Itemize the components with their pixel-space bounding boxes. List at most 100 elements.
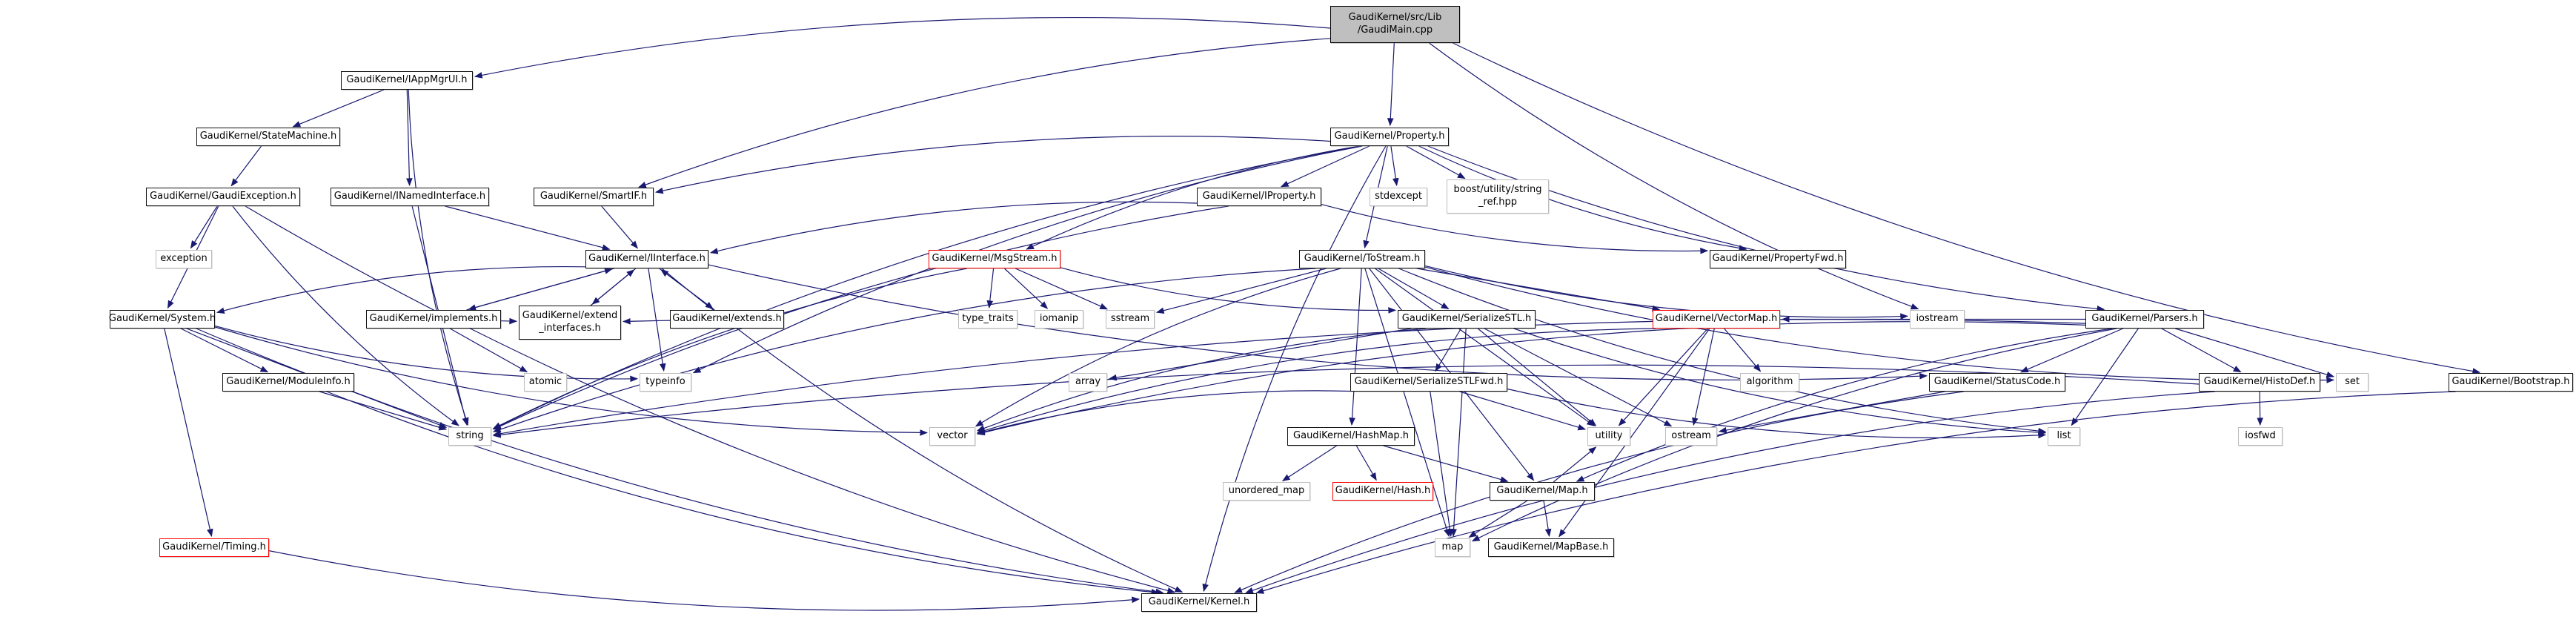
edge-gaudiexception-string <box>232 205 459 426</box>
edge-serializestlfwd-utility <box>1459 391 1587 431</box>
edge-hashmap-unordered_map <box>1281 445 1338 481</box>
edge-vectormap-mapbase <box>1558 328 1710 538</box>
edge-vectormap-utility <box>1618 328 1708 426</box>
edge-parsers-list <box>2071 328 2139 426</box>
edge-timing-kernel <box>268 550 1141 611</box>
edge-property-iproperty <box>1280 145 1370 188</box>
node-property[interactable]: GaudiKernel/Property.h <box>1330 128 1449 146</box>
node-parsers[interactable]: GaudiKernel/Parsers.h <box>2085 310 2204 329</box>
edge-vectormap-ostream <box>1692 328 1715 426</box>
edge-msgstream-iomanip <box>1003 268 1049 309</box>
node-hash[interactable]: GaudiKernel/Hash.h <box>1332 482 1433 501</box>
node-mapbase[interactable]: GaudiKernel/MapBase.h <box>1488 538 1614 557</box>
edge-extends-iinterface <box>660 269 715 311</box>
edge-implements-extend_interfaces <box>500 317 518 325</box>
edge-iproperty-propertyfwd <box>1321 204 1709 254</box>
edge-tostream-string <box>492 268 1316 433</box>
node-serializestl[interactable]: GaudiKernel/SerializeSTL.h <box>1398 310 1536 329</box>
edge-iinterface-typeinfo <box>648 268 666 372</box>
edge-statuscode-ostream <box>1718 391 1945 434</box>
node-histodef[interactable]: GaudiKernel/HistoDef.h <box>2199 373 2320 392</box>
edge-tostream-vectormap <box>1416 268 1661 312</box>
node-iappmgrui[interactable]: GaudiKernel/IAppMgrUI.h <box>341 71 473 90</box>
edge-main-iostream <box>1429 42 1919 310</box>
edge-serializestl-serializestlfwd <box>1435 328 1462 372</box>
node-gaudiexception[interactable]: GaudiKernel/GaudiException.h <box>146 188 300 206</box>
node-propertyfwd[interactable]: GaudiKernel/PropertyFwd.h <box>1710 250 1846 268</box>
edge-extends-extend_interfaces <box>622 317 671 325</box>
edge-property-boost_string_ref <box>1406 145 1466 179</box>
node-timing[interactable]: GaudiKernel/Timing.h <box>159 538 269 557</box>
edge-smartif-iinterface <box>601 205 639 249</box>
node-smartif[interactable]: GaudiKernel/SmartIF.h <box>534 188 654 206</box>
node-moduleinfo[interactable]: GaudiKernel/ModuleInfo.h <box>222 373 354 392</box>
node-vectormap[interactable]: GaudiKernel/VectorMap.h <box>1653 310 1780 329</box>
node-system[interactable]: GaudiKernel/System.h <box>109 310 216 329</box>
edge-system-timing <box>164 328 213 538</box>
node-bootstrap[interactable]: GaudiKernel/Bootstrap.h <box>2449 373 2573 392</box>
edge-parsers-map_h <box>1576 328 2113 482</box>
node-extends[interactable]: GaudiKernel/extends.h <box>670 310 784 329</box>
node-set: set <box>2336 373 2368 392</box>
edge-iappmgrui-string <box>408 89 469 426</box>
node-kernel[interactable]: GaudiKernel/Kernel.h <box>1141 593 1257 612</box>
node-string: string <box>448 427 491 446</box>
edge-inamedinterface-iinterface <box>445 205 611 251</box>
edge-serializestlfwd-map <box>1430 391 1453 538</box>
node-statemachine[interactable]: GaudiKernel/StateMachine.h <box>196 128 340 146</box>
edge-histodef-kernel <box>1245 391 2215 594</box>
edge-vectormap-vector <box>976 328 1656 434</box>
node-inamedinterface[interactable]: GaudiKernel/INamedInterface.h <box>331 188 489 206</box>
edge-tostream-utility <box>1375 268 1595 426</box>
edge-tostream-sstream <box>1155 268 1327 314</box>
edge-tostream-list <box>1398 268 2047 435</box>
node-serializestlfwd[interactable]: GaudiKernel/SerializeSTLFwd.h <box>1350 373 1507 392</box>
edge-implements-atomic <box>449 328 528 373</box>
edge-iinterface-system <box>216 265 586 314</box>
node-iinterface[interactable]: GaudiKernel/IInterface.h <box>585 250 708 268</box>
node-iproperty[interactable]: GaudiKernel/IProperty.h <box>1197 188 1321 206</box>
edge-iproperty-iinterface <box>709 201 1198 254</box>
edge-parsers-histodef <box>2161 328 2242 373</box>
node-tostream[interactable]: GaudiKernel/ToStream.h <box>1299 250 1425 268</box>
edge-serializestlfwd-vector <box>976 390 1351 435</box>
node-unordered_map: unordered_map <box>1223 482 1310 501</box>
edge-main-smartif <box>638 38 1331 188</box>
edge-tostream-set <box>1424 266 2335 383</box>
node-implements[interactable]: GaudiKernel/implements.h <box>366 310 501 329</box>
node-hashmap[interactable]: GaudiKernel/HashMap.h <box>1287 427 1415 446</box>
edge-serializestl-list <box>1513 328 2047 436</box>
edge-parsers-set <box>2175 328 2335 378</box>
edge-system-typeinfo <box>214 325 639 383</box>
edge-property-string <box>492 145 1361 429</box>
node-map_h[interactable]: GaudiKernel/Map.h <box>1490 482 1595 501</box>
node-msgstream[interactable]: GaudiKernel/MsgStream.h <box>929 250 1060 268</box>
edge-extend_interfaces-iinterface <box>590 269 635 306</box>
edge-parsers-map <box>1471 328 2117 542</box>
node-statuscode[interactable]: GaudiKernel/StatusCode.h <box>1929 373 2065 392</box>
node-main[interactable]: GaudiKernel/src/Lib /GaudiMain.cpp <box>1330 6 1460 43</box>
edge-main-iappmgrui <box>474 16 1331 79</box>
edge-system-moduleinfo <box>180 328 269 373</box>
node-iosfwd: iosfwd <box>2238 427 2283 446</box>
edge-statemachine-gaudiexception <box>230 145 262 187</box>
node-atomic: atomic <box>524 373 567 392</box>
edge-bootstrap-kernel <box>1255 391 2456 594</box>
node-extend_interfaces[interactable]: GaudiKernel/extend _interfaces.h <box>519 306 621 340</box>
node-typeinfo: typeinfo <box>640 373 691 392</box>
edge-implements-iinterface <box>466 268 613 311</box>
node-vector: vector <box>929 427 975 446</box>
edge-msgstream-string <box>492 268 968 429</box>
edge-main-property <box>1387 42 1395 127</box>
edge-hashmap-map_h <box>1383 445 1509 483</box>
edge-map_h-map <box>1468 500 1528 538</box>
node-algorithm: algorithm <box>1740 373 1799 392</box>
edge-serializestlfwd-list <box>1507 388 2047 439</box>
edge-iproperty-string <box>492 205 1229 430</box>
edge-property-smartif <box>654 136 1331 194</box>
edge-moduleinfo-kernel <box>326 391 1160 595</box>
edge-serializestl-vector <box>976 328 1427 432</box>
edge-tostream-vector <box>975 268 1341 427</box>
